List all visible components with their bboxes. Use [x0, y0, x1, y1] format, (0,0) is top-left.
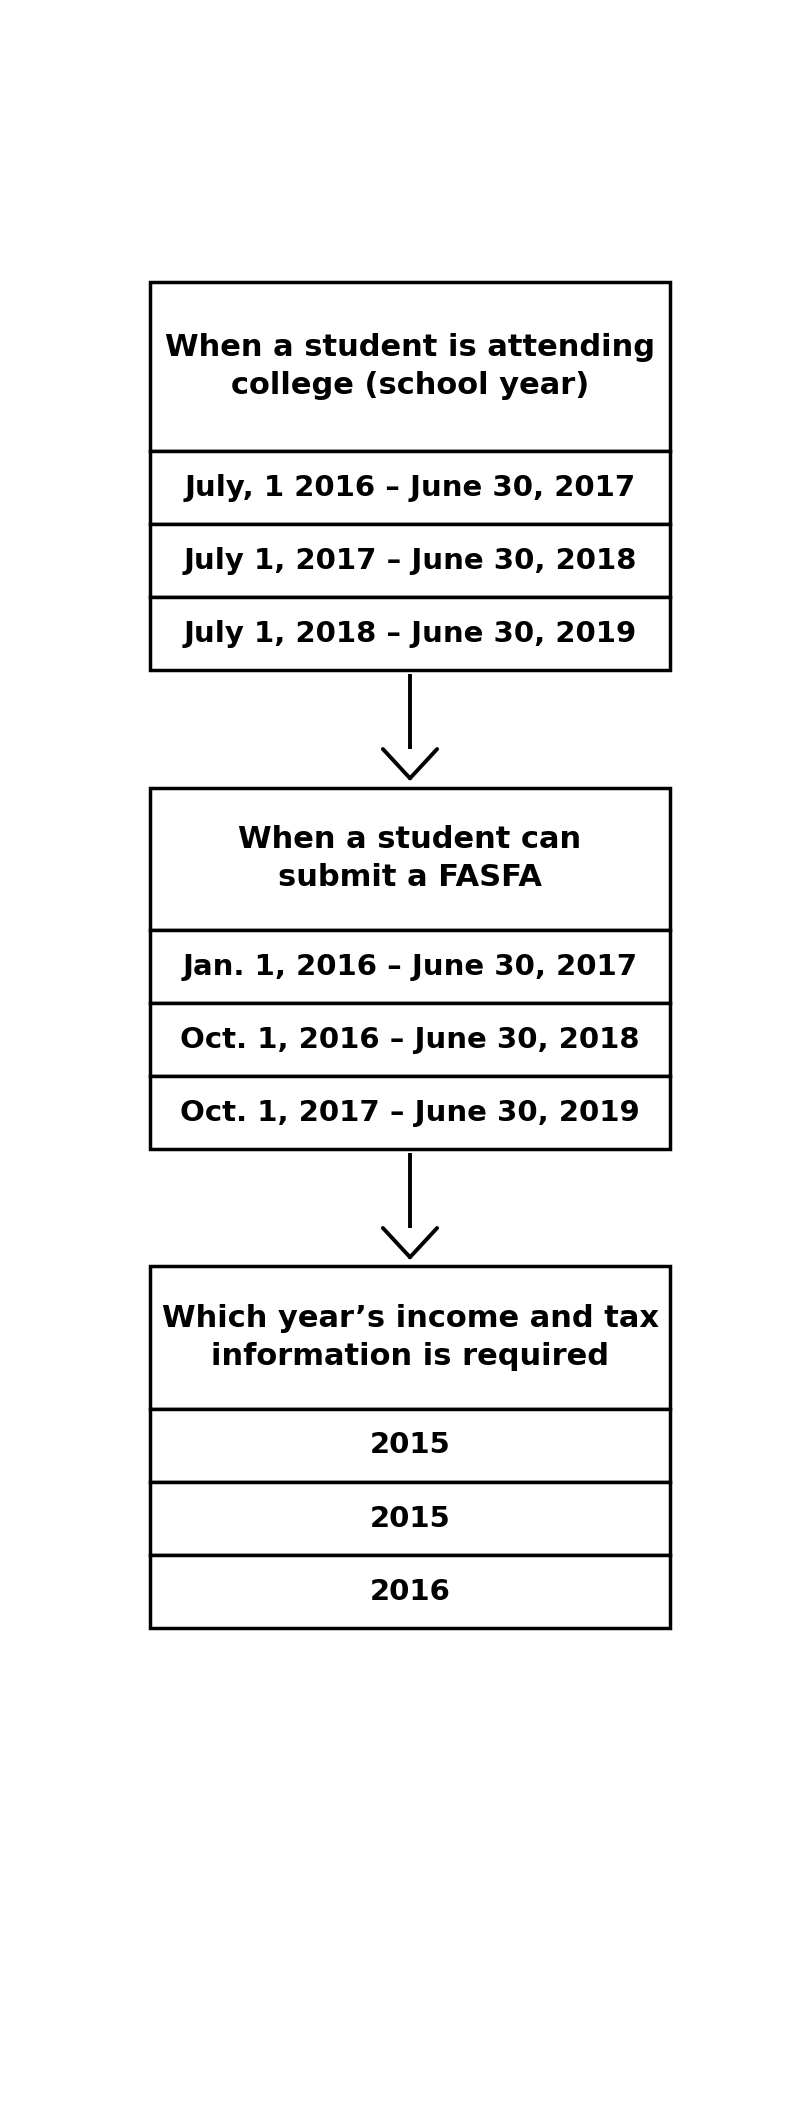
Text: Oct. 1, 2016 – June 30, 2018: Oct. 1, 2016 – June 30, 2018	[180, 1026, 640, 1054]
Text: Oct. 1, 2017 – June 30, 2019: Oct. 1, 2017 – June 30, 2019	[180, 1098, 640, 1128]
Bar	[150, 451, 670, 525]
Text: 2015: 2015	[370, 1433, 450, 1460]
Text: 2016: 2016	[370, 1579, 450, 1606]
Bar	[150, 929, 670, 1003]
Text: Which year’s income and tax
information is required: Which year’s income and tax information …	[162, 1303, 658, 1371]
Bar	[150, 787, 670, 929]
Bar	[150, 1077, 670, 1149]
Bar	[150, 1003, 670, 1077]
Bar	[150, 281, 670, 451]
Text: Jan. 1, 2016 – June 30, 2017: Jan. 1, 2016 – June 30, 2017	[182, 952, 638, 980]
Bar	[150, 525, 670, 597]
Bar	[150, 1481, 670, 1555]
Bar	[150, 1409, 670, 1481]
Text: July, 1 2016 – June 30, 2017: July, 1 2016 – June 30, 2017	[184, 474, 636, 501]
Bar	[150, 1267, 670, 1409]
Bar	[150, 1555, 670, 1629]
Text: July 1, 2018 – June 30, 2019: July 1, 2018 – June 30, 2019	[183, 620, 637, 647]
Text: 2015: 2015	[370, 1504, 450, 1532]
Bar	[150, 597, 670, 671]
Text: When a student is attending
college (school year): When a student is attending college (sch…	[165, 332, 655, 400]
Text: When a student can
submit a FASFA: When a student can submit a FASFA	[238, 825, 582, 893]
Text: July 1, 2017 – June 30, 2018: July 1, 2017 – June 30, 2018	[183, 546, 637, 576]
